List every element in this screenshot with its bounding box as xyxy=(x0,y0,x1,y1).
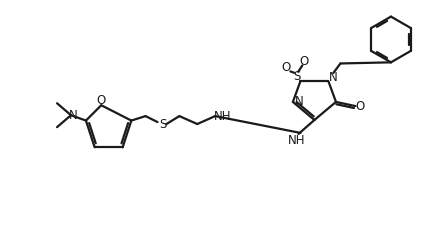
Text: S: S xyxy=(294,70,301,83)
Text: O: O xyxy=(97,94,106,107)
Text: O: O xyxy=(356,100,365,113)
Text: O: O xyxy=(300,55,309,68)
Text: S: S xyxy=(159,118,166,131)
Text: NH: NH xyxy=(214,110,232,122)
Text: O: O xyxy=(282,61,291,74)
Text: NH: NH xyxy=(288,134,305,147)
Text: N: N xyxy=(68,109,78,122)
Text: N: N xyxy=(329,71,338,84)
Text: N: N xyxy=(295,95,304,108)
